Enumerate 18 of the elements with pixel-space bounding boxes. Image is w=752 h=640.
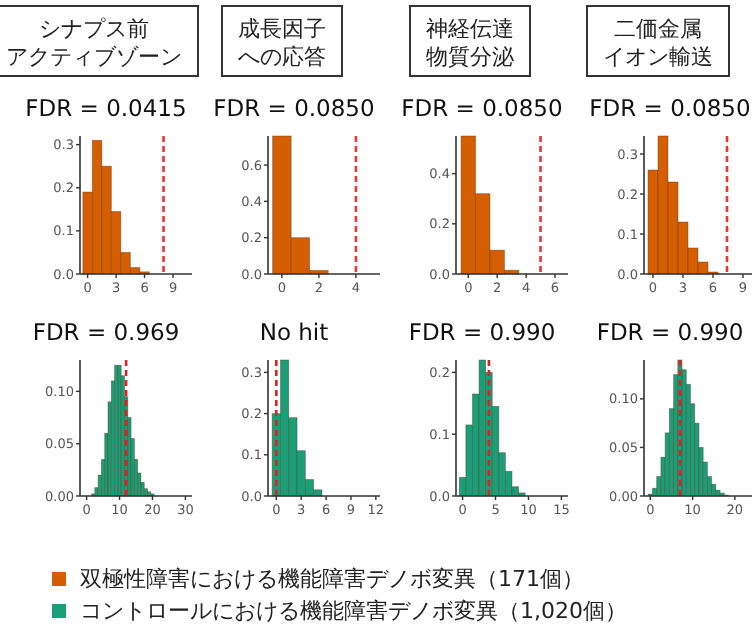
chart-title: FDR = 0.990 [408, 318, 556, 346]
chart-title: No hit [259, 318, 330, 346]
chart-title: FDR = 0.969 [32, 318, 180, 346]
chart-title: 二価金属 [614, 16, 702, 42]
text: コントロールにおける機能障害デノボ変異（1,020個） [80, 598, 627, 624]
chart-title: シナプス前 [39, 16, 149, 42]
chart-title: 成長因子 [238, 16, 326, 42]
text: FDR = 0.0850 [213, 94, 375, 122]
chart-subtitle: 物質分泌 [426, 44, 514, 70]
chart-title: 神経伝達 [426, 16, 514, 42]
text: FDR = 0.0850 [401, 94, 563, 122]
text: 双極性障害における機能障害デノボ変異（171個） [80, 566, 584, 592]
chart-subtitle: イオン輸送 [603, 44, 713, 70]
chart-subtitle: への応答 [238, 44, 326, 70]
text: FDR = 0.0415 [25, 94, 187, 122]
chart-subtitle: アクティブゾーン [6, 44, 182, 70]
chart-title: FDR = 0.990 [596, 318, 744, 346]
text: FDR = 0.0850 [589, 94, 751, 122]
